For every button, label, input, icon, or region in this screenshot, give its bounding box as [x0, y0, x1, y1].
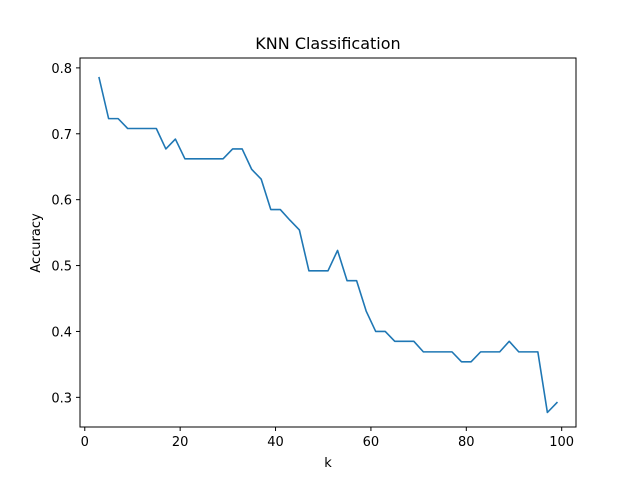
- y-axis-label: Accuracy: [29, 213, 44, 273]
- y-axis-ticks: 0.3 0.4 0.5 0.6 0.7 0.8: [51, 62, 80, 406]
- x-tick-label: 100: [549, 435, 574, 450]
- x-axis-ticks: 0 20 40 60 80 100: [81, 427, 574, 450]
- x-tick-label: 20: [172, 435, 189, 450]
- y-tick-label: 0.3: [51, 391, 72, 406]
- x-tick-label: 60: [363, 435, 380, 450]
- x-tick-label: 80: [458, 435, 475, 450]
- y-tick-label: 0.6: [51, 194, 72, 209]
- y-tick-label: 0.7: [51, 128, 72, 143]
- accuracy-line: [98, 76, 559, 414]
- axes-frame: [79, 57, 577, 428]
- chart-title: KNN Classification: [255, 34, 400, 53]
- x-tick-label: 40: [267, 435, 284, 450]
- plot-area: [98, 76, 559, 414]
- x-axis-label: k: [324, 456, 332, 471]
- y-tick-label: 0.4: [51, 325, 72, 340]
- y-tick-label: 0.8: [51, 62, 72, 77]
- x-tick-label: 0: [81, 435, 89, 450]
- y-tick-label: 0.5: [51, 260, 72, 275]
